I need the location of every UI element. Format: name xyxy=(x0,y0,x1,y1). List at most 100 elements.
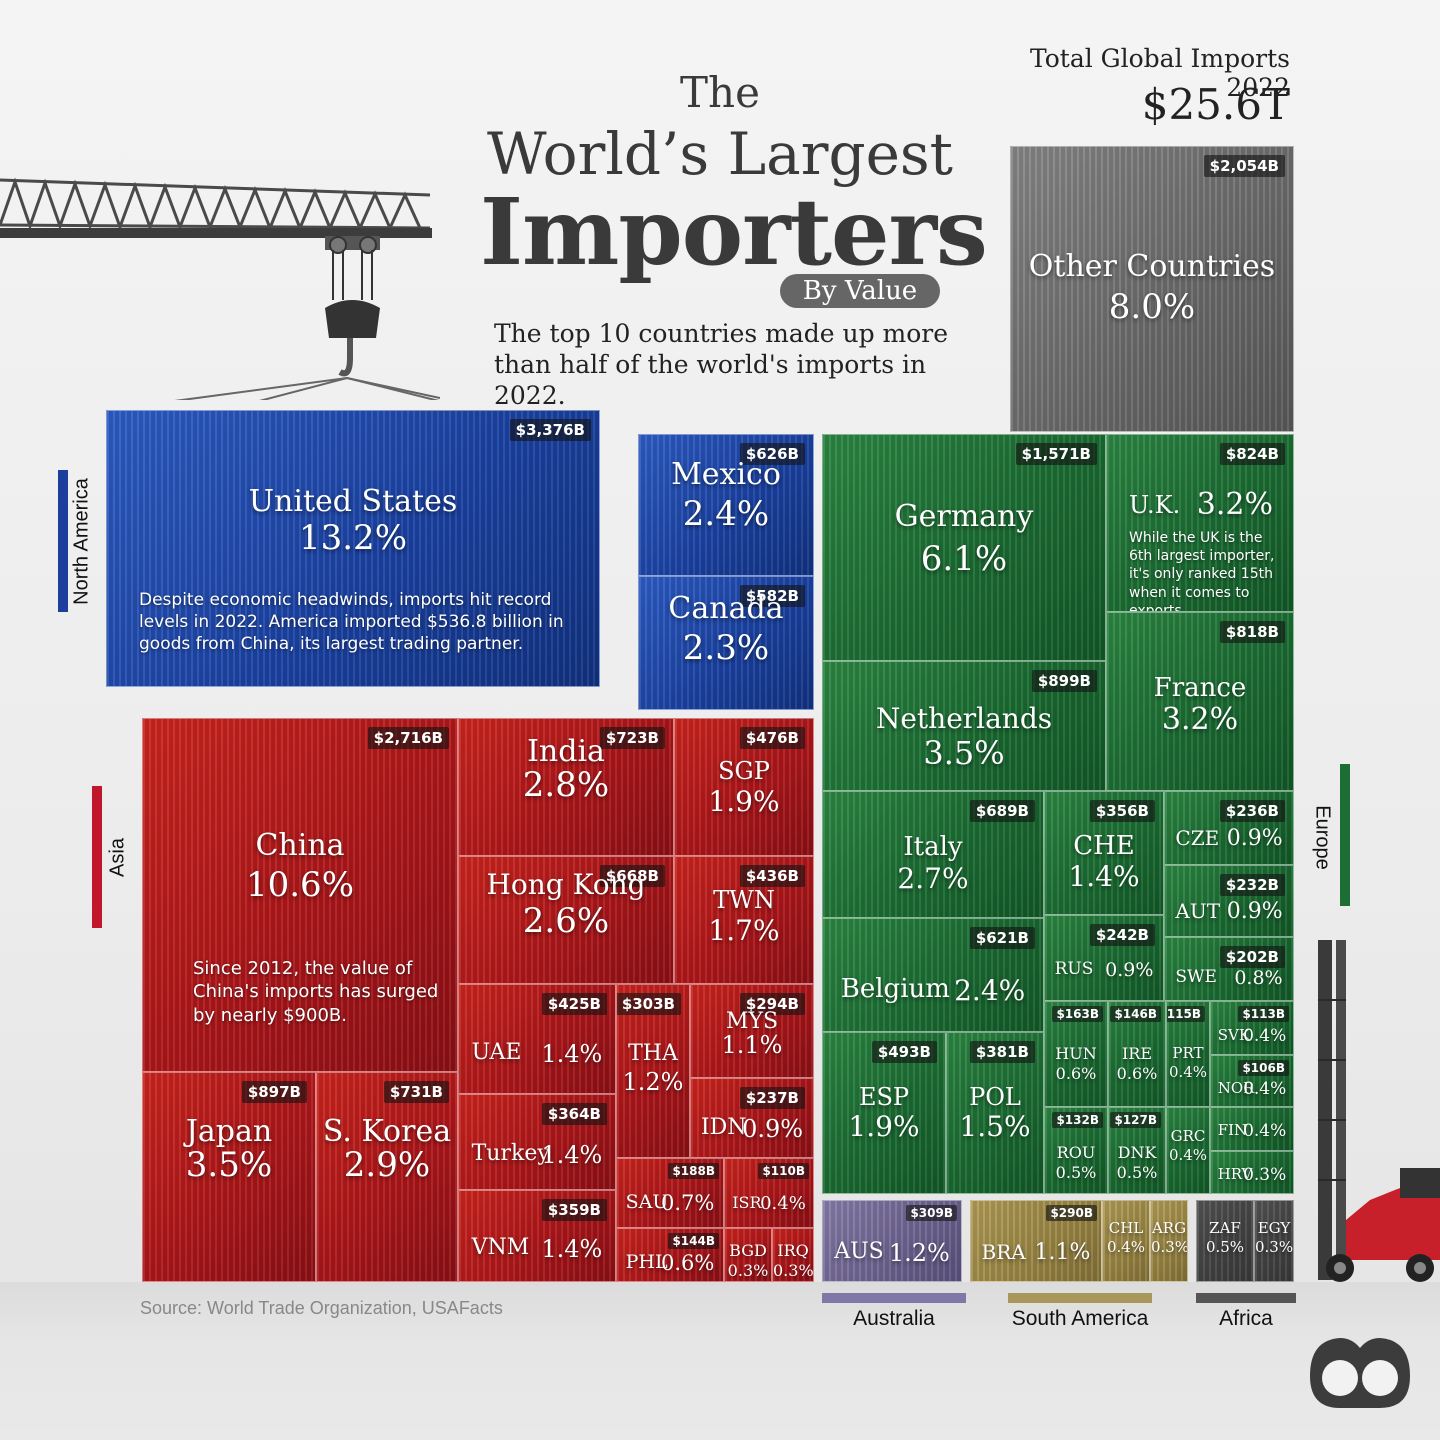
value-badge: $897B xyxy=(241,1081,307,1103)
tile-swe: $202B SWE 0.8% xyxy=(1164,937,1294,1001)
value-badge: $294B xyxy=(739,993,805,1015)
title-line-1: The xyxy=(680,68,760,117)
import-share: 2.4% xyxy=(954,974,1026,1008)
import-share: 2.6% xyxy=(522,900,610,941)
tile-isr: $110B ISR 0.4% xyxy=(724,1158,814,1228)
tile-che: $356B CHE 1.4% xyxy=(1044,791,1164,915)
value-badge: $106B xyxy=(1238,1060,1289,1076)
title-line-3: Importers xyxy=(480,178,988,286)
value-badge: $163B xyxy=(1052,1006,1103,1022)
value-badge: $359B xyxy=(541,1199,607,1221)
value-badge: $232B xyxy=(1219,874,1285,896)
import-share: 0.3% xyxy=(1255,1237,1294,1256)
tile-irq: IRQ 0.3% xyxy=(772,1228,814,1282)
value-badge: $127B xyxy=(1110,1112,1161,1128)
value-badge: $236B xyxy=(1219,800,1285,822)
total-label: Total Global Imports 2022 xyxy=(1029,44,1290,102)
subtitle: The top 10 countries made up more than h… xyxy=(494,318,994,411)
country-name: SVK xyxy=(1217,1026,1251,1045)
country-name: THA xyxy=(628,1041,678,1067)
country-name: NOR xyxy=(1217,1079,1255,1098)
country-name: HRV xyxy=(1217,1164,1253,1183)
import-share: 0.4% xyxy=(1168,1063,1208,1082)
import-share: 0.5% xyxy=(1116,1162,1158,1182)
source-note: Source: World Trade Organization, USAFac… xyxy=(140,1298,503,1318)
import-share: 3.2% xyxy=(1161,702,1239,738)
country-name: BRA xyxy=(981,1239,1026,1264)
import-share: 1.4% xyxy=(1068,859,1140,893)
import-share: 0.8% xyxy=(1234,967,1283,990)
country-name: CZE xyxy=(1175,825,1220,850)
tile-tha: $303B THA 1.2% xyxy=(616,984,690,1158)
tile-chl: CHL 0.4% xyxy=(1102,1200,1150,1282)
value-badge: $144B xyxy=(668,1233,719,1249)
tile-united-states: $3,376B United States 13.2% Despite economi… xyxy=(106,410,600,687)
tile-zaf: ZAF 0.5% xyxy=(1196,1200,1254,1282)
value-badge: $364B xyxy=(541,1103,607,1125)
country-name: Hong Kong xyxy=(486,868,646,902)
tile-aus: $309B AUS 1.2% xyxy=(822,1200,962,1282)
country-name: France xyxy=(1153,672,1247,703)
tile-nor: $106B NOR 0.4% xyxy=(1210,1055,1294,1107)
import-share: 0.4% xyxy=(1243,1079,1287,1100)
value-badge: $689B xyxy=(969,800,1035,822)
import-share: 0.6% xyxy=(1116,1064,1158,1084)
import-share: 0.6% xyxy=(1055,1064,1097,1084)
import-share: 1.1% xyxy=(721,1030,783,1059)
import-share: 1.2% xyxy=(888,1238,950,1267)
value-badge: $309B xyxy=(906,1205,957,1221)
country-name: United States xyxy=(248,484,458,520)
value-badge: $626B xyxy=(739,443,805,465)
value-badge: $668B xyxy=(599,865,665,887)
import-share: 10.6% xyxy=(245,864,354,905)
value-badge: $3,376B xyxy=(509,419,591,441)
tile-china: $2,716B China 10.6% Since 2012, the value o… xyxy=(142,718,458,1072)
value-badge: $188B xyxy=(668,1163,719,1179)
import-share: 0.3% xyxy=(1151,1237,1188,1256)
value-badge: $436B xyxy=(739,865,805,887)
ground xyxy=(0,1282,1440,1440)
tile-rou: $132B ROU 0.5% xyxy=(1044,1107,1108,1194)
country-name: DNK xyxy=(1117,1142,1157,1162)
import-share: 6.1% xyxy=(920,539,1008,580)
import-share: 0.3% xyxy=(773,1260,814,1280)
country-name: AUT xyxy=(1175,898,1221,923)
australia-bar xyxy=(822,1293,966,1303)
value-badge: $132B xyxy=(1052,1112,1103,1128)
country-name: Netherlands xyxy=(875,702,1053,736)
import-share: 2.8% xyxy=(522,764,610,805)
value-badge: $731B xyxy=(383,1081,449,1103)
subtitle-line-1: The top 10 countries made up more xyxy=(494,319,949,348)
tile-cze: $236B CZE 0.9% xyxy=(1164,791,1294,865)
africa-bar xyxy=(1196,1293,1296,1303)
value-badge: $110B xyxy=(758,1163,809,1179)
country-name: ISR xyxy=(732,1192,762,1212)
import-share: 1.7% xyxy=(708,914,780,948)
import-share: 1.1% xyxy=(1034,1239,1091,1265)
import-share: 0.3% xyxy=(1243,1164,1287,1185)
tile-uae: $425B UAE 1.4% xyxy=(458,984,616,1094)
import-share: 0.4% xyxy=(1168,1145,1208,1164)
import-share: 0.4% xyxy=(1106,1237,1146,1256)
country-name: Mexico xyxy=(671,456,781,492)
tile-fin: FIN 0.4% xyxy=(1210,1107,1294,1151)
country-name: ZAF xyxy=(1209,1219,1241,1238)
tile-note: While the UK is the 6th largest importer… xyxy=(1129,530,1275,612)
country-name: POL xyxy=(969,1083,1021,1112)
tile-belgium: $621B Belgium 2.4% xyxy=(822,918,1044,1032)
import-share: 1.4% xyxy=(541,1234,603,1263)
country-name: China xyxy=(255,828,345,864)
north-america-bar xyxy=(58,470,68,612)
tile-turkey: $364B Turkey 1.4% xyxy=(458,1094,616,1190)
import-share: 3.2% xyxy=(1196,487,1273,522)
by-value-pill: By Value xyxy=(780,274,940,308)
value-badge: $824B xyxy=(1219,443,1285,465)
tile-esp: $493B ESP 1.9% xyxy=(822,1032,946,1194)
tile-twn: $436B TWN 1.7% xyxy=(674,856,814,984)
total-value: $25.6T xyxy=(1141,80,1290,129)
tile-rus: $242B RUS 0.9% xyxy=(1044,915,1164,1001)
import-share: 3.5% xyxy=(923,733,1005,772)
country-name: BGD xyxy=(729,1240,767,1260)
crane-illustration xyxy=(0,177,440,400)
